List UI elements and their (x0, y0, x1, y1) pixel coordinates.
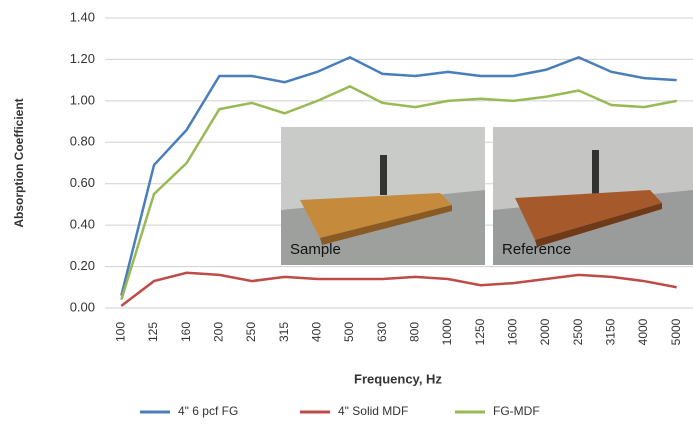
series-line (120, 271, 677, 307)
y-tick-label: 0.00 (70, 299, 95, 314)
x-tick-label: 4000 (636, 318, 650, 345)
x-tick-label: 315 (277, 322, 291, 342)
x-axis-title: Frequency, Hz (354, 371, 442, 386)
y-tick-label: 1.20 (70, 51, 95, 66)
x-tick-label: 160 (179, 322, 193, 342)
legend-label: 4" Solid MDF (338, 404, 408, 418)
x-tick-label: 2000 (538, 318, 552, 345)
photo-reference: Reference (493, 127, 693, 265)
photo-board-edge (535, 203, 662, 247)
x-tick-label: 5000 (669, 318, 683, 345)
x-tick-label: 1250 (473, 318, 487, 345)
x-tick-label: 3150 (604, 318, 618, 345)
photo-label: Sample (290, 241, 341, 258)
y-axis-title: Absorption Coefficient (12, 98, 26, 227)
y-tick-label: 0.60 (70, 175, 95, 190)
y-tick-label: 0.40 (70, 217, 95, 232)
photo-board (300, 193, 452, 238)
photo-board-edge (320, 205, 452, 245)
y-tick-label: 0.80 (70, 134, 95, 149)
x-tick-label: 500 (342, 322, 356, 342)
legend-label: FG-MDF (493, 404, 540, 418)
x-tick-label: 2500 (571, 318, 585, 345)
series-line (120, 84, 677, 301)
series-line (120, 55, 677, 296)
photo-label: Reference (502, 241, 571, 258)
x-tick-label: 100 (114, 322, 128, 342)
y-tick-label: 1.00 (70, 92, 95, 107)
x-tick-label: 200 (212, 322, 226, 342)
y-tick-label: 0.20 (70, 258, 95, 273)
x-tick-label: 630 (375, 322, 389, 342)
x-tick-label: 1600 (506, 318, 520, 345)
x-tick-label: 1000 (440, 318, 454, 345)
photo-object (592, 150, 599, 195)
x-tick-label: 125 (146, 322, 160, 342)
photo-sample: Sample (281, 127, 485, 265)
x-tick-label: 800 (408, 322, 422, 342)
x-tick-label: 400 (310, 322, 324, 342)
legend: 4" 6 pcf FG 4" Solid MDF FG-MDF (140, 404, 540, 418)
y-tick-label: 1.40 (70, 9, 95, 24)
x-tick-label: 250 (244, 322, 258, 342)
photo-board (515, 190, 662, 240)
photo-object (380, 155, 387, 195)
legend-label: 4" 6 pcf FG (178, 404, 238, 418)
